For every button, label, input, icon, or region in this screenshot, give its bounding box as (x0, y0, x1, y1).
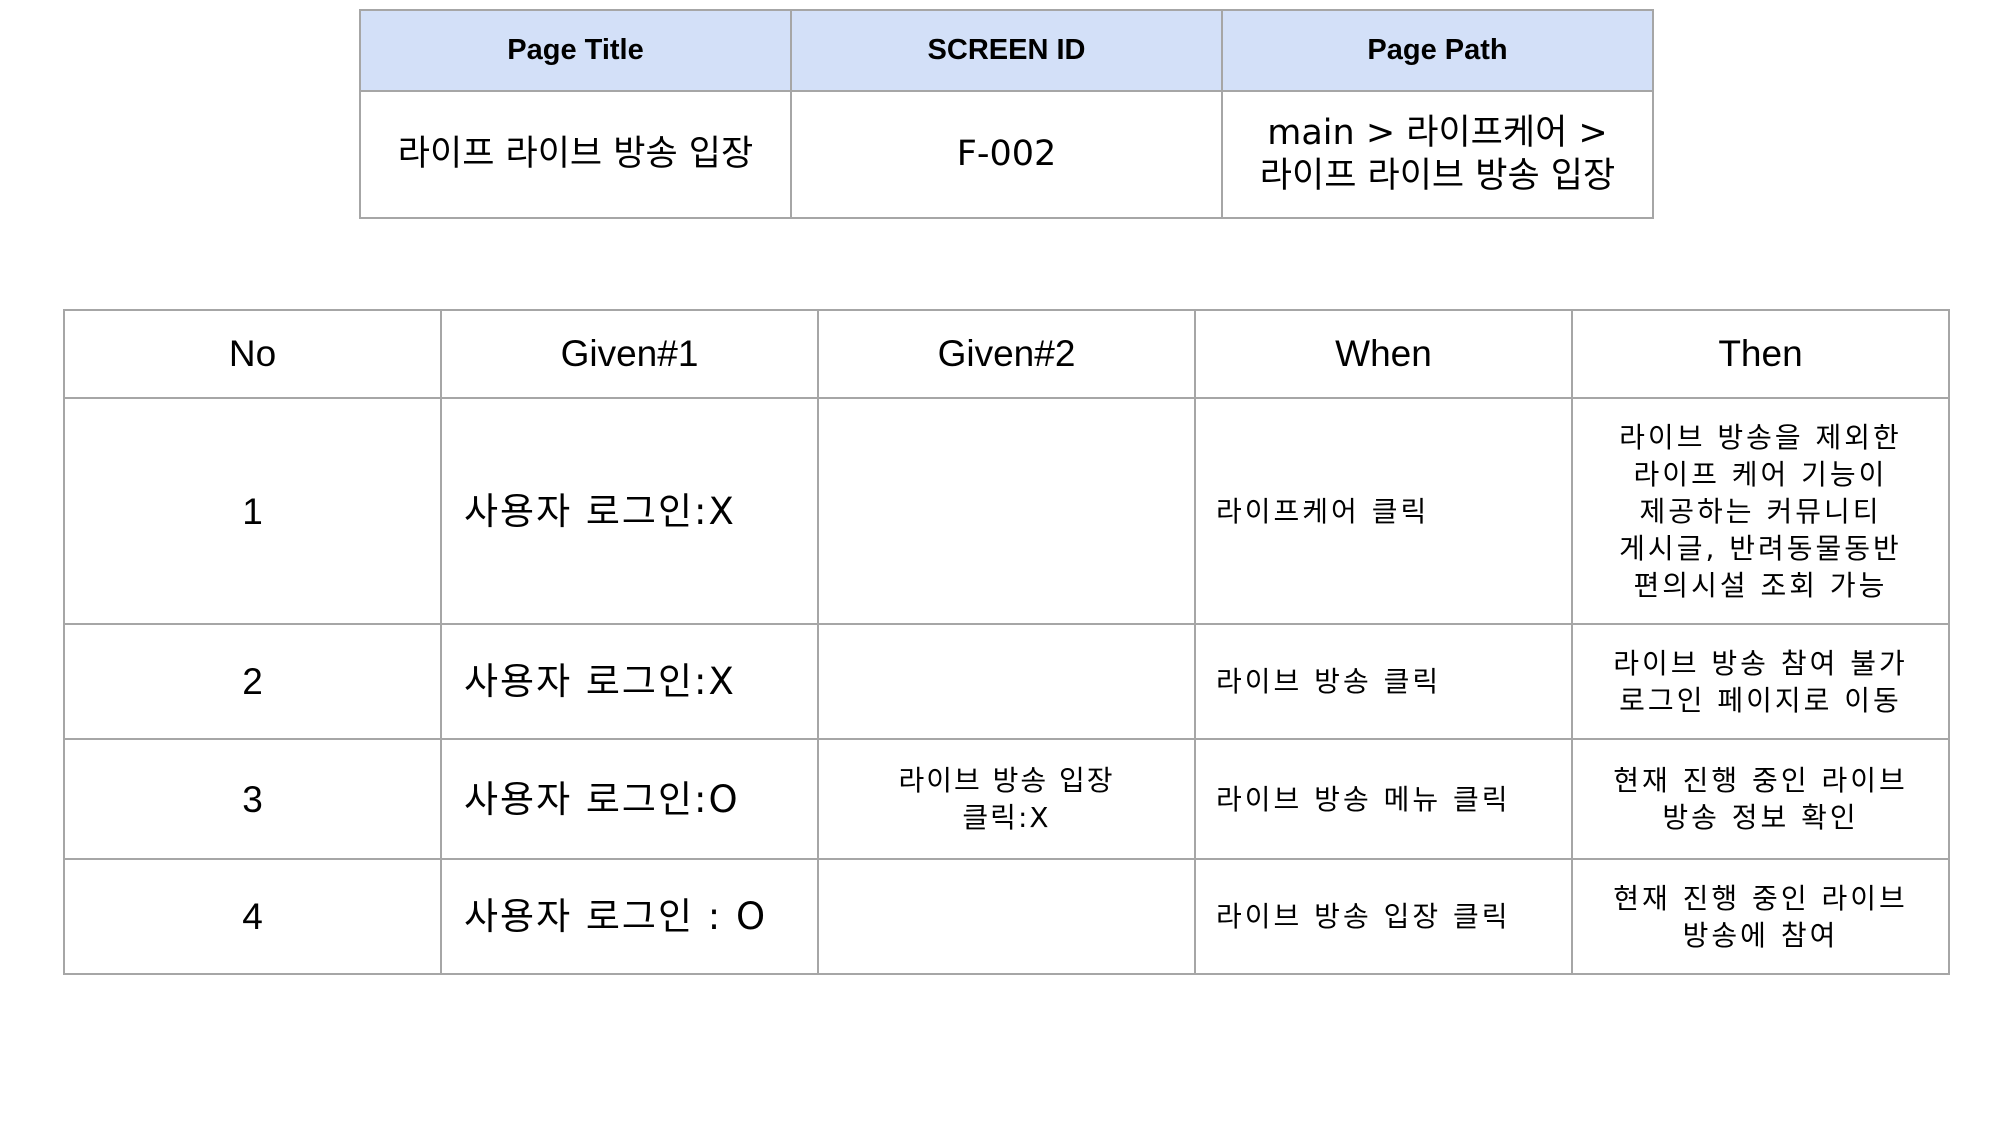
table-row: 3 사용자 로그인:O 라이브 방송 입장 클릭:X 라이브 방송 메뉴 클릭 … (63, 738, 1950, 860)
when-header: When (1194, 309, 1573, 399)
given1-cell: 사용자 로그인 : O (440, 858, 819, 975)
page-path-header: Page Path (1221, 9, 1654, 92)
page-info-header-row: Page Title SCREEN ID Page Path (359, 9, 1654, 92)
given2-cell (817, 397, 1196, 625)
table-row: 1 사용자 로그인:X 라이프케어 클릭 라이브 방송을 제외한 라이프 케어 … (63, 397, 1950, 625)
page-info-value-row: 라이프 라이브 방송 입장 F-002 main > 라이프케어 > 라이프 라… (359, 90, 1654, 219)
row-number: 1 (63, 397, 442, 625)
page-title-value: 라이프 라이브 방송 입장 (359, 90, 792, 219)
page-info-table: Page Title SCREEN ID Page Path 라이프 라이브 방… (359, 9, 1654, 219)
given1-cell: 사용자 로그인:X (440, 397, 819, 625)
given2-cell (817, 623, 1196, 740)
given2-cell (817, 858, 1196, 975)
then-cell: 라이브 방송을 제외한 라이프 케어 기능이 제공하는 커뮤니티 게시글, 반려… (1571, 397, 1950, 625)
when-cell: 라이브 방송 입장 클릭 (1194, 858, 1573, 975)
then-cell: 라이브 방송 참여 불가 로그인 페이지로 이동 (1571, 623, 1950, 740)
scenario-header-row: No Given#1 Given#2 When Then (63, 309, 1950, 399)
table-row: 4 사용자 로그인 : O 라이브 방송 입장 클릭 현재 진행 중인 라이브 … (63, 858, 1950, 975)
row-number: 2 (63, 623, 442, 740)
when-cell: 라이브 방송 클릭 (1194, 623, 1573, 740)
page-title-header: Page Title (359, 9, 792, 92)
given2-header: Given#2 (817, 309, 1196, 399)
then-header: Then (1571, 309, 1950, 399)
no-header: No (63, 309, 442, 399)
screen-id-header: SCREEN ID (790, 9, 1223, 92)
row-number: 4 (63, 858, 442, 975)
when-cell: 라이브 방송 메뉴 클릭 (1194, 738, 1573, 860)
given1-header: Given#1 (440, 309, 819, 399)
page-path-value: main > 라이프케어 > 라이프 라이브 방송 입장 (1221, 90, 1654, 219)
then-cell: 현재 진행 중인 라이브 방송에 참여 (1571, 858, 1950, 975)
screen-id-value: F-002 (790, 90, 1223, 219)
when-cell: 라이프케어 클릭 (1194, 397, 1573, 625)
row-number: 3 (63, 738, 442, 860)
scenario-table: No Given#1 Given#2 When Then 1 사용자 로그인:X… (63, 309, 1950, 975)
then-cell: 현재 진행 중인 라이브 방송 정보 확인 (1571, 738, 1950, 860)
given2-cell: 라이브 방송 입장 클릭:X (817, 738, 1196, 860)
given1-cell: 사용자 로그인:O (440, 738, 819, 860)
given1-cell: 사용자 로그인:X (440, 623, 819, 740)
table-row: 2 사용자 로그인:X 라이브 방송 클릭 라이브 방송 참여 불가 로그인 페… (63, 623, 1950, 740)
